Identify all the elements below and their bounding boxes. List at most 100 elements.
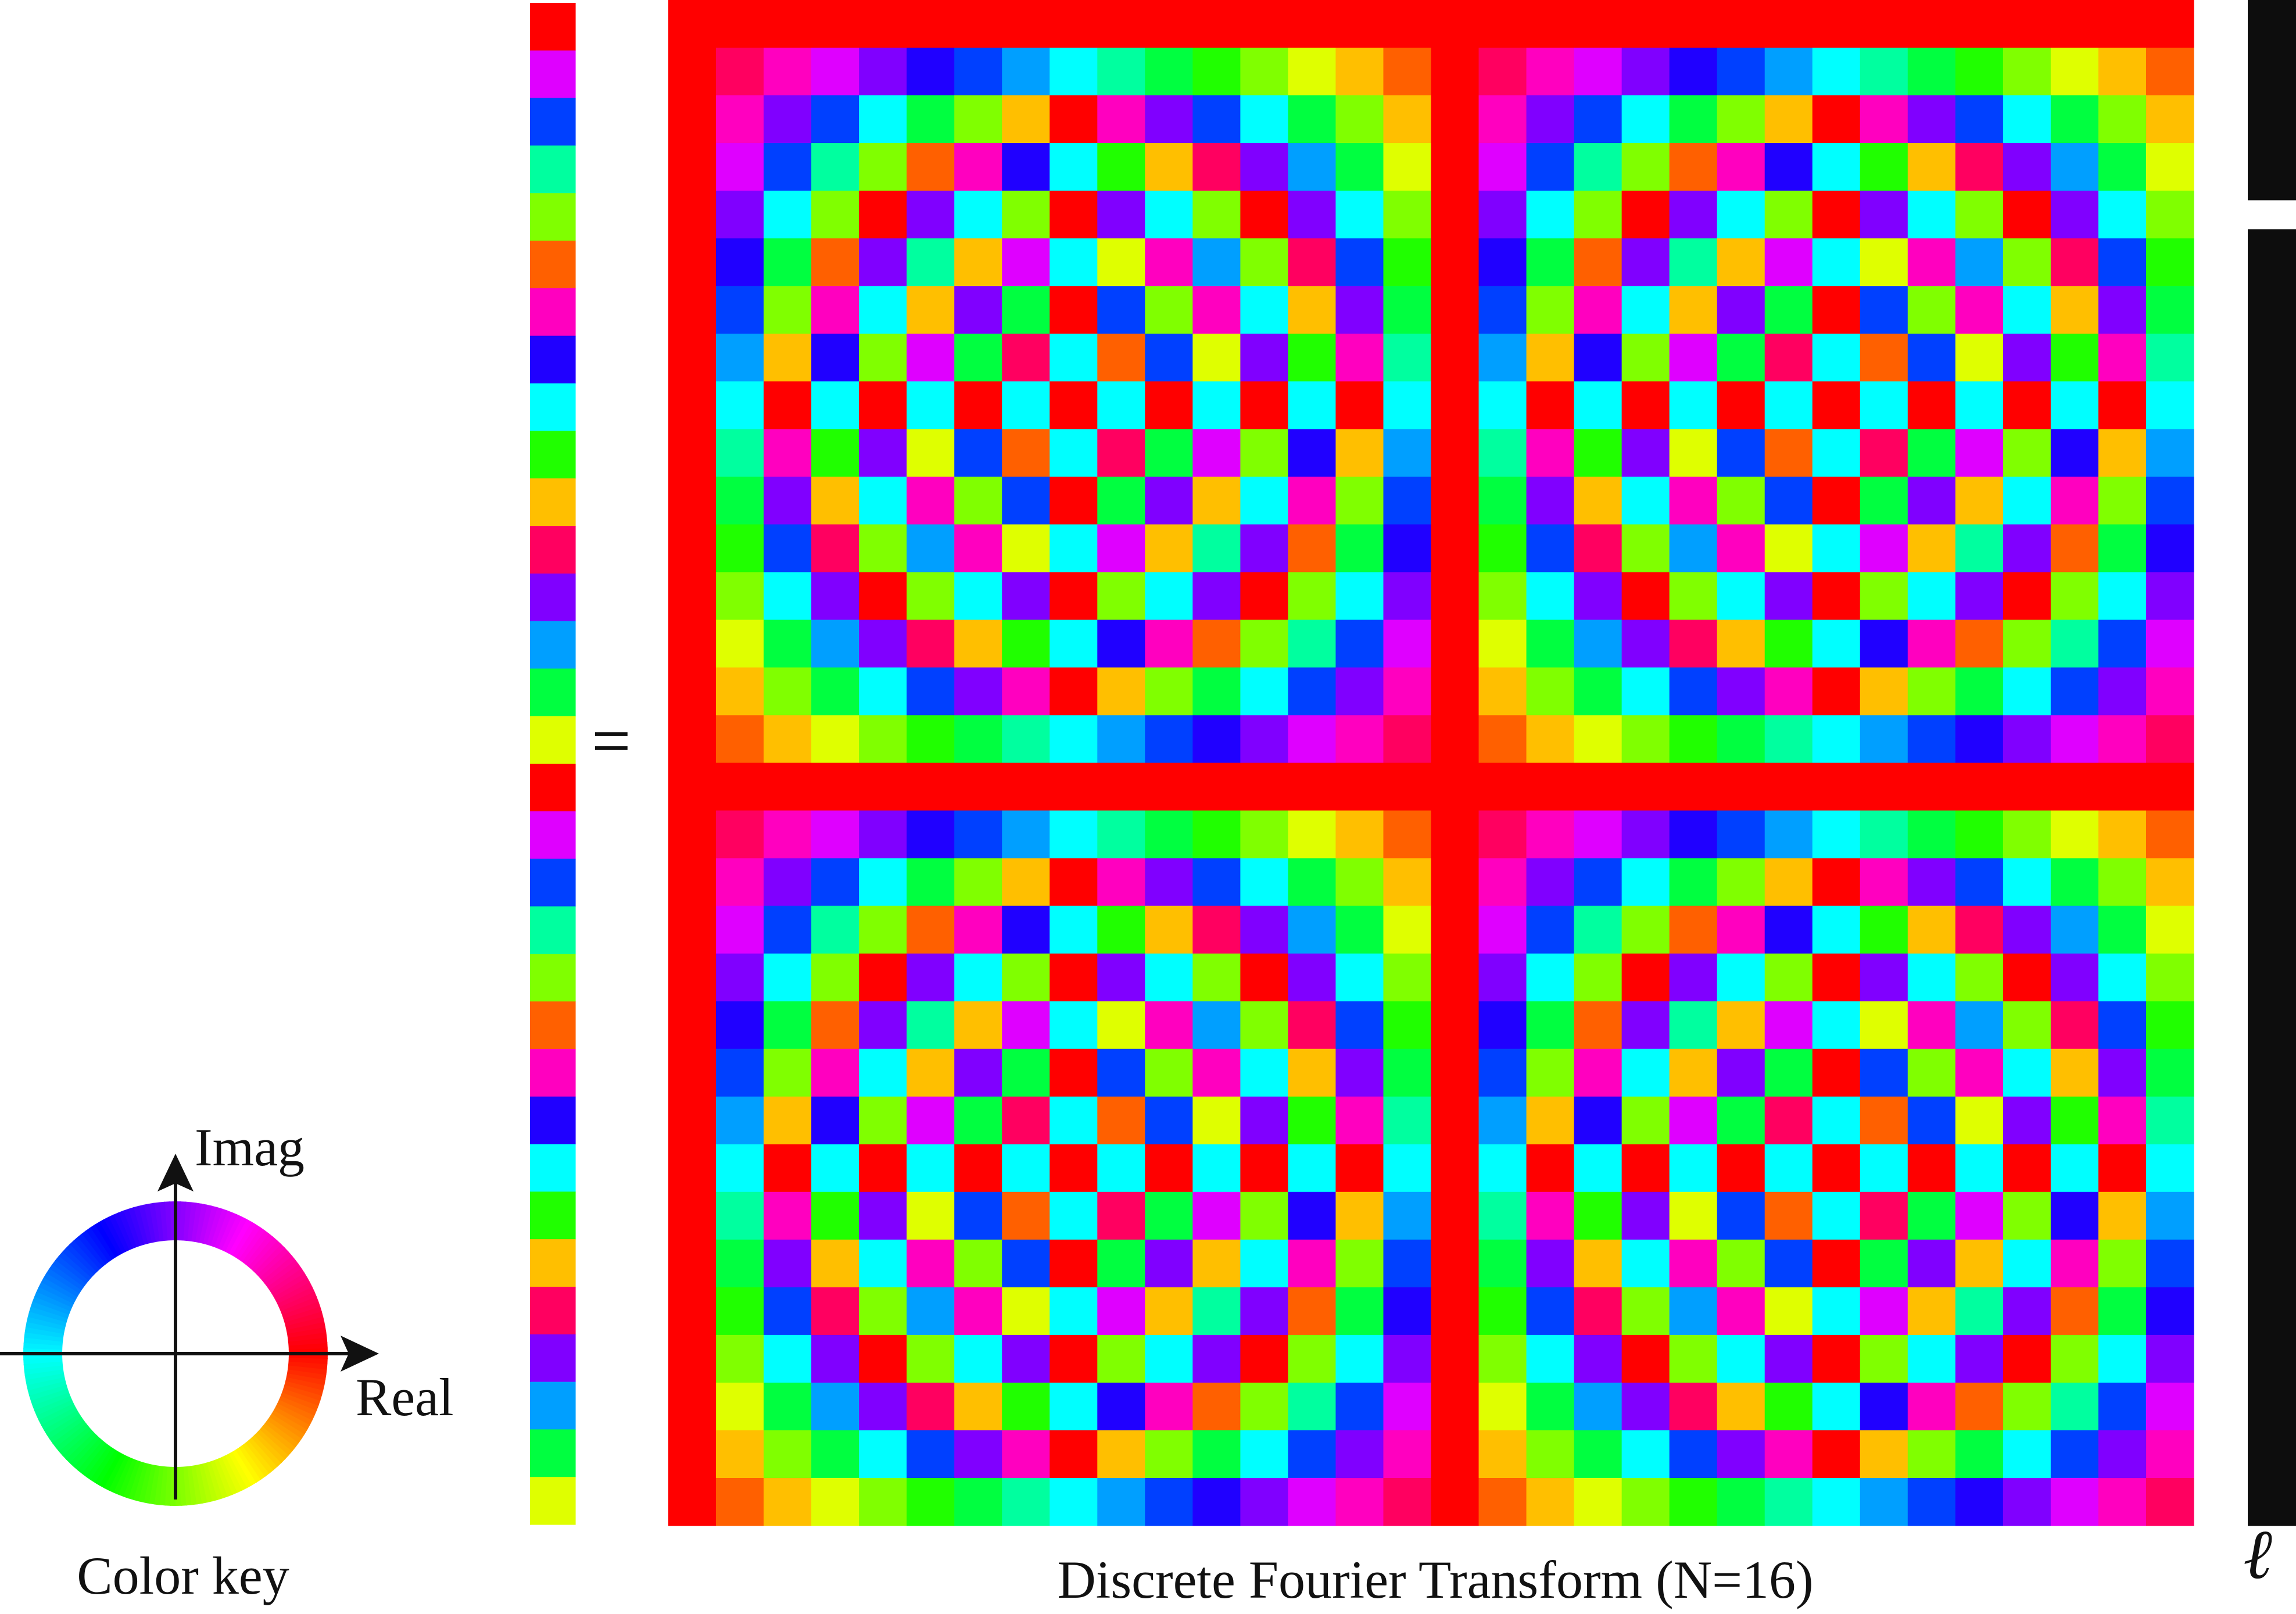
matrix-cell [2098,477,2147,525]
color-wheel-segment [271,1409,308,1434]
matrix-cell [1097,1382,1145,1431]
matrix-cell [764,477,812,525]
matrix-cell [1907,143,1956,191]
matrix-cell [1145,1239,1193,1288]
matrix-cell [1907,238,1956,287]
matrix-cell [1335,1096,1384,1145]
matrix-cell [1860,429,1908,477]
matrix-cell [1240,906,1289,954]
matrix-cell [1764,1191,1813,1240]
matrix-cell [1335,715,1384,764]
color-wheel-segment [253,1243,285,1275]
matrix-cell [764,1048,812,1097]
color-wheel-segment [159,1201,168,1241]
matrix-cell [716,1048,764,1097]
matrix-cell [1669,48,1718,96]
matrix-cell [811,48,859,96]
matrix-cell [1621,906,1670,954]
color-wheel-segment [46,1413,82,1440]
color-wheel-segment [38,1403,76,1426]
matrix-cell [1335,906,1384,954]
matrix-cell [1145,906,1193,954]
matrix-cell [1192,238,1241,287]
matrix-cell [907,810,955,859]
color-wheel-segment [36,1287,74,1308]
vector-cell [530,1239,576,1287]
matrix-cell [954,1191,1002,1240]
matrix-cell [1812,667,1861,716]
color-wheel-segment [284,1311,324,1326]
color-wheel-segment [70,1435,101,1468]
matrix-cell [859,667,907,716]
matrix-cell [1145,1191,1193,1240]
matrix-cell [1764,1144,1813,1193]
matrix-cell [1812,286,1861,334]
matrix-cell [1478,1239,1527,1288]
vector-cell [530,193,576,241]
matrix-cell [1002,1430,1050,1479]
matrix-cell [1574,620,1622,668]
matrix-cell [811,572,859,621]
matrix-cell [2003,191,2051,239]
matrix-cell [1002,810,1050,859]
color-wheel-segment [26,1377,66,1391]
matrix-cell [1050,524,1098,572]
matrix-cell [1526,572,1575,621]
matrix-cell [1574,143,1622,191]
matrix-cell [1478,953,1527,1002]
matrix-cell [954,95,1002,144]
matrix-cell [716,48,764,96]
matrix-cell [811,858,859,907]
matrix-cell [1955,1477,2004,1526]
matrix-cell [1907,1430,1956,1479]
matrix-cell [1192,1191,1241,1240]
matrix-cell [859,1048,907,1097]
matrix-cell [1145,1096,1193,1145]
color-wheel-segment [284,1380,324,1396]
matrix-cell [2050,143,2099,191]
matrix-cell [1955,763,2004,811]
matrix-cell [1669,953,1718,1002]
matrix-cell [954,429,1002,477]
matrix-cell [1621,763,1670,811]
matrix-cell [1335,858,1384,907]
matrix-cell [954,572,1002,621]
matrix-cell [2003,810,2051,859]
matrix-cell [2145,238,2194,287]
matrix-cell [1097,238,1145,287]
matrix-cell [1383,429,1432,477]
matrix-cell [1383,1001,1432,1050]
matrix-cell [1669,858,1718,907]
vector-cell [530,1144,576,1192]
color-wheel-segment [65,1244,97,1276]
matrix-cell [1478,715,1527,764]
matrix-cell [1240,381,1289,430]
matrix-cell [2098,238,2147,287]
matrix-cell [1002,95,1050,144]
matrix-cell [1478,1334,1527,1383]
vector-cell [530,906,576,954]
matrix-cell [1050,477,1098,525]
matrix-cell [1145,810,1193,859]
color-wheel-segment [228,1451,253,1488]
matrix-cell [764,858,812,907]
matrix-cell [1764,715,1813,764]
color-wheel-segment [285,1316,325,1330]
matrix-cell [764,1001,812,1050]
matrix-cell [1621,143,1670,191]
matrix-cell [1574,95,1622,144]
color-wheel-segment [250,1240,281,1272]
matrix-cell [1097,953,1145,1002]
color-wheel-segment [241,1230,270,1265]
matrix-cell [1431,1287,1480,1336]
matrix-cell [1907,1334,1956,1383]
matrix-cell [1097,0,1145,48]
matrix-cell [1860,1048,1908,1097]
matrix-cell [954,238,1002,287]
matrix-cell [1145,429,1193,477]
matrix-cell [1955,953,2004,1002]
matrix-cell [1383,1191,1432,1240]
vector-cell [530,288,576,337]
matrix-cell [1050,191,1098,239]
matrix-cell [907,906,955,954]
